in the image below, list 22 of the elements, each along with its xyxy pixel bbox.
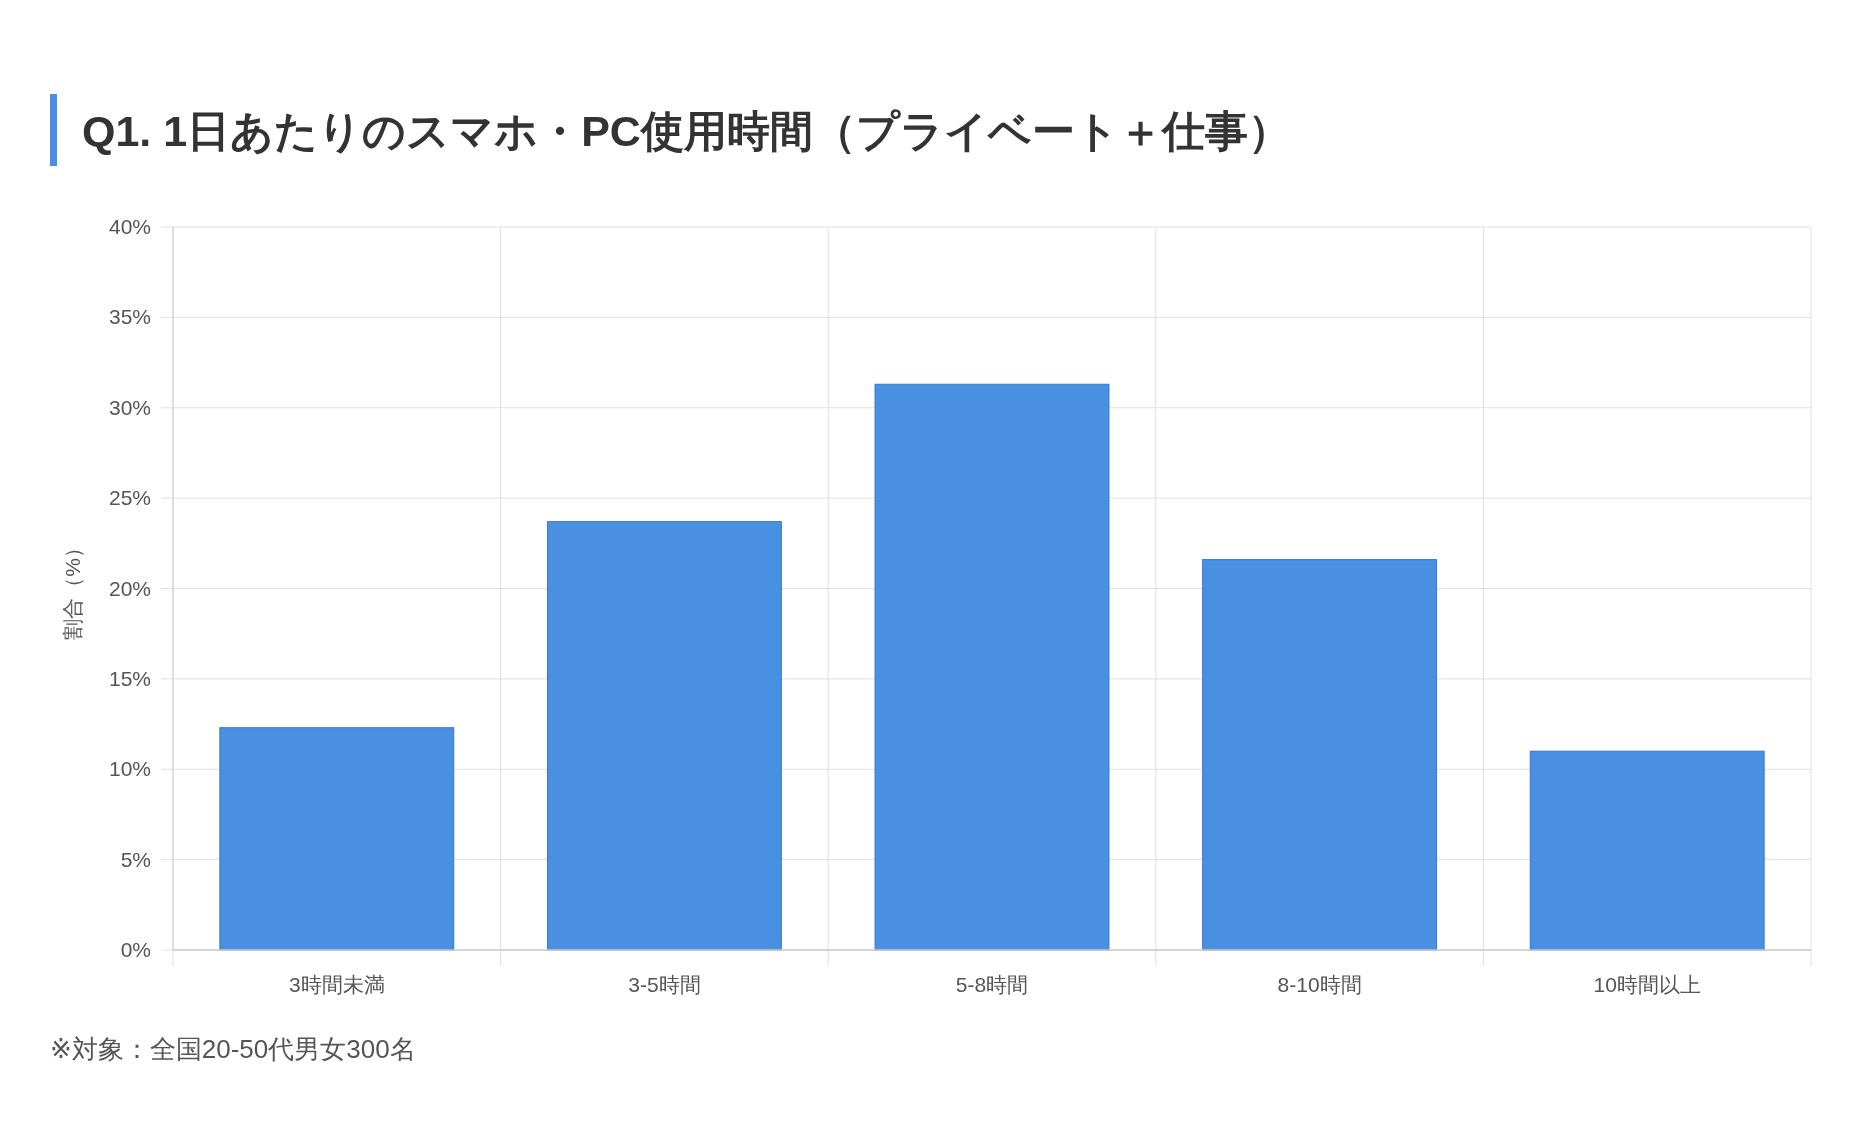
y-tick-label: 25% <box>108 486 151 510</box>
x-tick-label: 5-8時間 <box>955 973 1029 996</box>
bar <box>1202 559 1438 951</box>
y-tick-label: 5% <box>120 847 151 871</box>
x-tick-label: 10時間以上 <box>1593 973 1701 996</box>
y-tick-label: 30% <box>108 395 151 419</box>
bar <box>219 727 455 951</box>
bar <box>1529 750 1765 951</box>
x-tick-label: 8-10時間 <box>1277 973 1362 996</box>
y-tick-label: 15% <box>108 666 151 690</box>
x-tick-label: 3時間未満 <box>288 973 385 996</box>
x-tick-label: 3-5時間 <box>628 973 701 996</box>
y-tick-label: 20% <box>108 576 151 600</box>
y-tick-label: 0% <box>120 938 151 961</box>
y-tick-label: 10% <box>108 757 151 781</box>
chart-title: Q1. 1日あたりのスマホ・PC使用時間（プライベート＋仕事） <box>82 107 1291 155</box>
y-axis-title: 割合（%） <box>61 537 84 640</box>
y-tick-label: 35% <box>108 305 151 329</box>
bar <box>874 383 1110 951</box>
text: ※対象：全国20-50代男女300名 <box>50 1034 416 1064</box>
y-tick-label: 40% <box>108 215 151 238</box>
bar <box>546 521 782 951</box>
